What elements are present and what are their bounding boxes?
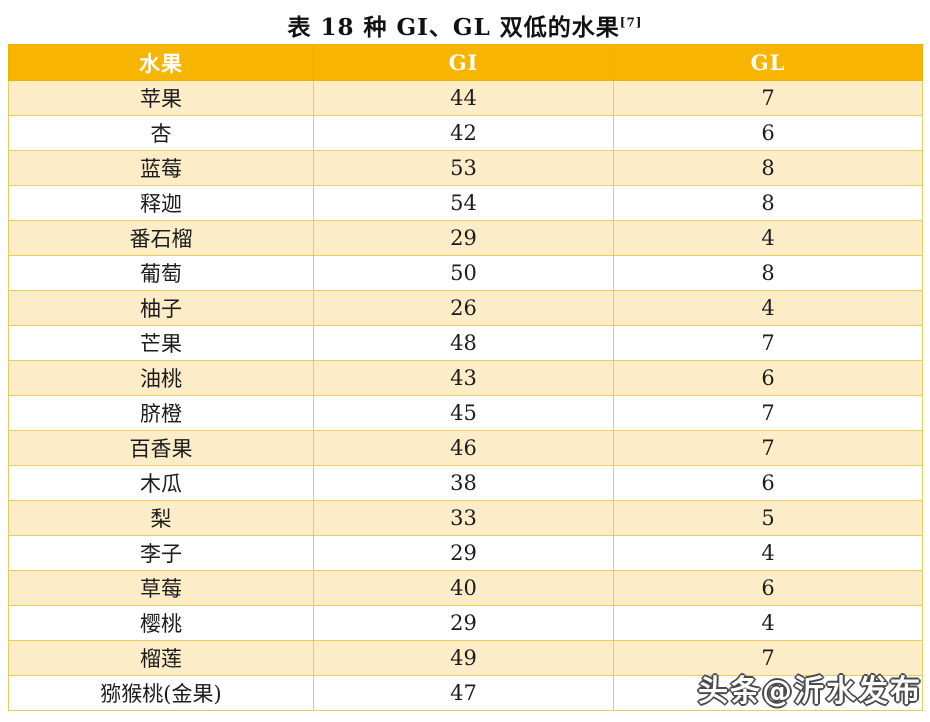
header-gi: GI [313, 44, 614, 81]
fruit-cell: 榴莲 [8, 640, 314, 676]
table-row: 榴莲 49 7 [8, 640, 923, 676]
gl-cell: 7 [613, 430, 923, 466]
fruit-cell: 释迦 [8, 185, 314, 221]
gi-cell: 46 [313, 430, 614, 466]
gl-cell: 8 [613, 255, 923, 291]
gi-cell: 44 [313, 80, 614, 116]
gi-cell: 40 [313, 570, 614, 606]
table-title: 表 18 种 GI、GL 双低的水果[7] [0, 8, 930, 42]
gl-cell: 4 [613, 290, 923, 326]
table-row: 苹果 44 7 [8, 80, 923, 116]
table-row: 梨 33 5 [8, 500, 923, 536]
fruit-cell: 苹果 [8, 80, 314, 116]
gl-cell: 7 [613, 395, 923, 431]
fruit-cell: 樱桃 [8, 605, 314, 641]
gi-cell: 47 [313, 675, 614, 711]
fruit-cell: 芒果 [8, 325, 314, 361]
gl-cell [613, 675, 923, 711]
table-row: 番石榴 29 4 [8, 220, 923, 256]
gl-cell: 7 [613, 80, 923, 116]
table-row: 木瓜 38 6 [8, 465, 923, 501]
gi-cell: 54 [313, 185, 614, 221]
gl-cell: 6 [613, 570, 923, 606]
gi-cell: 42 [313, 115, 614, 151]
fruit-cell: 葡萄 [8, 255, 314, 291]
gi-cell: 43 [313, 360, 614, 396]
gl-cell: 4 [613, 605, 923, 641]
gi-cell: 45 [313, 395, 614, 431]
fruit-cell: 脐橙 [8, 395, 314, 431]
table-row: 李子 29 4 [8, 535, 923, 571]
fruit-cell: 柚子 [8, 290, 314, 326]
gl-cell: 7 [613, 325, 923, 361]
fruit-cell: 油桃 [8, 360, 314, 396]
gl-cell: 4 [613, 535, 923, 571]
table-row: 杏 42 6 [8, 115, 923, 151]
gl-cell: 6 [613, 465, 923, 501]
gl-cell: 8 [613, 185, 923, 221]
table-row: 葡萄 50 8 [8, 255, 923, 291]
header-row: 水果 GI GL [8, 44, 923, 81]
gi-cell: 53 [313, 150, 614, 186]
gi-cell: 48 [313, 325, 614, 361]
fruit-gi-gl-table: 水果 GI GL 苹果 44 7 杏 42 6 蓝莓 53 8 释迦 54 8 番石榴 29 4 葡萄 50 8 柚… [8, 44, 923, 711]
gl-cell: 8 [613, 150, 923, 186]
table-row: 脐橙 45 7 [8, 395, 923, 431]
table-row: 柚子 26 4 [8, 290, 923, 326]
fruit-cell: 猕猴桃(金果) [8, 675, 314, 711]
gi-cell: 29 [313, 605, 614, 641]
gi-cell: 38 [313, 465, 614, 501]
fruit-cell: 百香果 [8, 430, 314, 466]
gi-cell: 50 [313, 255, 614, 291]
table-row: 百香果 46 7 [8, 430, 923, 466]
table-row: 蓝莓 53 8 [8, 150, 923, 186]
gi-cell: 29 [313, 535, 614, 571]
header-fruit: 水果 [8, 44, 314, 81]
table-row: 芒果 48 7 [8, 325, 923, 361]
gl-cell: 6 [613, 360, 923, 396]
fruit-cell: 木瓜 [8, 465, 314, 501]
table-row: 猕猴桃(金果) 47 [8, 675, 923, 711]
gi-cell: 26 [313, 290, 614, 326]
gi-cell: 49 [313, 640, 614, 676]
gl-cell: 4 [613, 220, 923, 256]
gl-cell: 5 [613, 500, 923, 536]
fruit-cell: 李子 [8, 535, 314, 571]
table-title-text: 表 18 种 GI、GL 双低的水果 [287, 14, 620, 41]
toutiao-source-watermark: 头条@沂水发布 [698, 674, 922, 709]
citation-superscript: [7] [619, 15, 643, 30]
fruit-cell: 梨 [8, 500, 314, 536]
table-row: 油桃 43 6 [8, 360, 923, 396]
fruit-cell: 蓝莓 [8, 150, 314, 186]
gl-cell: 6 [613, 115, 923, 151]
table-row: 草莓 40 6 [8, 570, 923, 606]
table-row: 释迦 54 8 [8, 185, 923, 221]
gi-cell: 33 [313, 500, 614, 536]
fruit-cell: 番石榴 [8, 220, 314, 256]
header-gl: GL [613, 44, 923, 81]
table-row: 樱桃 29 4 [8, 605, 923, 641]
gi-cell: 29 [313, 220, 614, 256]
fruit-cell: 草莓 [8, 570, 314, 606]
fruit-cell: 杏 [8, 115, 314, 151]
